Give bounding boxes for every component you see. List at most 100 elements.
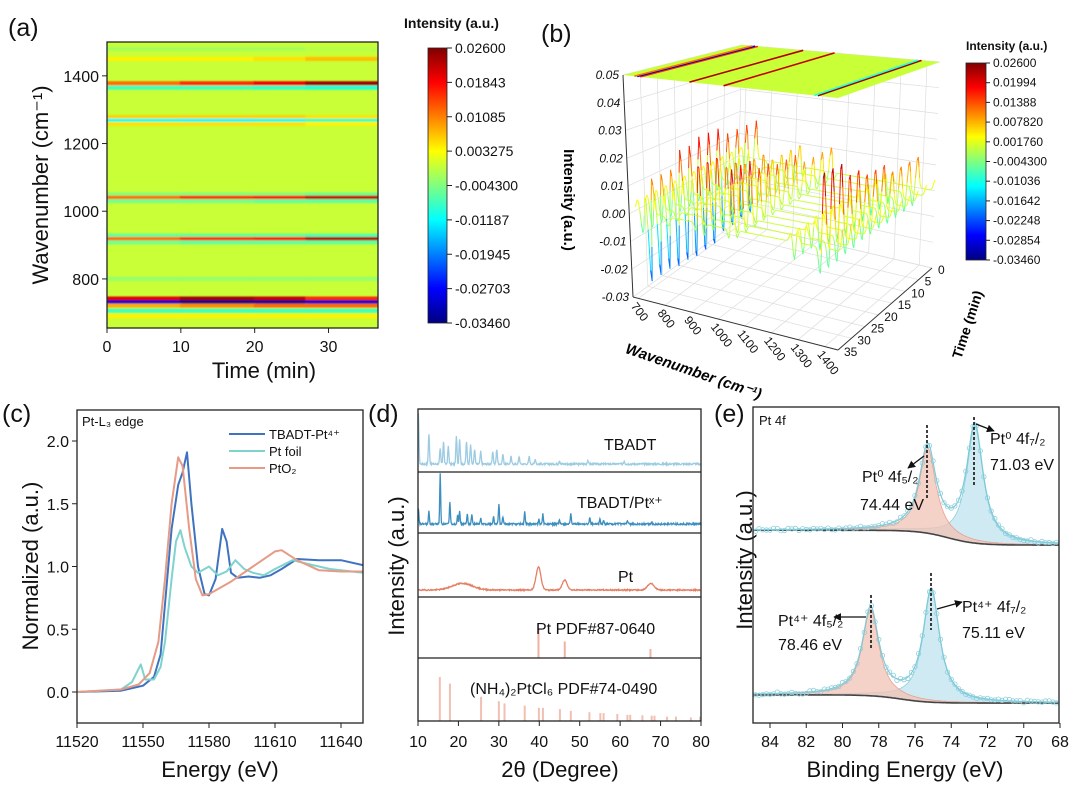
b-trace-segment — [656, 213, 659, 216]
b-trace-segment — [761, 201, 764, 218]
e-data-point — [1021, 537, 1027, 544]
b-trace-segment — [799, 238, 802, 242]
b-trace-segment — [854, 202, 857, 234]
b-trace-segment — [666, 218, 670, 259]
heatmap-band-cell — [107, 233, 182, 238]
heatmap-band-cell — [305, 296, 378, 301]
b-trace-segment — [839, 229, 842, 232]
b-trace-segment — [868, 222, 871, 232]
b-trace-segment — [785, 159, 788, 170]
heatmap-band-cell — [253, 303, 308, 308]
b-colorbar-title: Intensity (a.u.) — [966, 39, 1047, 53]
b-trace-segment — [683, 193, 686, 199]
e-data-point — [1050, 540, 1056, 546]
b-trace-segment — [858, 194, 861, 201]
heatmap-band-cell — [305, 81, 378, 86]
b-trace-segment — [665, 220, 668, 225]
b-trace-segment — [707, 132, 710, 145]
b-trace-segment — [886, 182, 888, 197]
e-data-point — [807, 688, 813, 694]
e-data-point — [778, 528, 784, 534]
b-trace-segment — [872, 173, 876, 197]
heatmap-band-cell — [253, 233, 308, 238]
b-trace-segment — [809, 180, 812, 190]
b-trace-segment — [743, 164, 745, 183]
a-colorbar-label: 0.003275 — [455, 143, 514, 159]
heatmap-band-cell — [179, 233, 256, 238]
a-x-tick-label: 0 — [103, 339, 112, 356]
b-trace-segment — [727, 133, 730, 143]
b-trace-segment — [688, 145, 691, 157]
b-trace-segment — [892, 171, 894, 182]
b-trace-segment — [711, 219, 714, 231]
b-trace-segment — [791, 185, 794, 199]
b-trace-segment — [651, 224, 654, 228]
b-trace-segment — [804, 225, 807, 234]
b-x-tick-label: 1000 — [708, 320, 736, 350]
b-trace-segment — [872, 224, 875, 228]
b-trace-segment — [874, 208, 877, 212]
e-data-point — [999, 697, 1005, 704]
b-trace-segment — [798, 233, 801, 239]
b-trace-segment — [740, 165, 743, 180]
b-trace-segment — [794, 175, 797, 180]
heatmap-band-cell — [179, 192, 256, 197]
a-colorbar-label: -0.01187 — [455, 212, 509, 228]
b-trace-segment — [759, 190, 762, 197]
b-trace-segment — [665, 185, 668, 188]
e-data-point — [905, 508, 911, 514]
b-trace-segment — [744, 172, 746, 175]
e-data-point — [959, 688, 965, 695]
d-pattern-label: TBADT — [604, 437, 657, 454]
heatmap-band-cell — [179, 121, 256, 126]
b-trace-segment — [661, 180, 665, 196]
b-x-tick-label: 1200 — [761, 334, 789, 364]
e-data-point — [901, 676, 907, 683]
b-trace-segment — [697, 198, 700, 201]
b-trace-segment — [729, 215, 731, 236]
e-data-point — [821, 686, 828, 692]
b-trace-segment — [729, 158, 731, 170]
b-trace-segment — [812, 156, 815, 165]
b-trace-segment — [833, 239, 836, 248]
b-trace-segment — [830, 173, 833, 210]
e-peak-label: Pt⁴⁺ 4f₅/₂ — [778, 613, 843, 630]
b-projection-stripe — [814, 59, 919, 97]
b-colorbar-label: -0.01036 — [993, 174, 1041, 188]
b-trace-segment — [880, 219, 883, 223]
b-x-tick-label: 1300 — [788, 341, 816, 371]
e-data-point — [915, 480, 922, 486]
b-trace-segment — [806, 227, 809, 234]
e-data-point — [988, 697, 994, 703]
b-trace-segment — [644, 197, 647, 200]
b-trace-segment — [682, 207, 685, 211]
heatmap-band-cell — [107, 296, 182, 301]
b-trace-segment — [781, 155, 784, 171]
b-trace-segment — [814, 220, 817, 224]
b-trace-segment — [691, 200, 693, 203]
e-data-point — [973, 695, 980, 702]
b-trace-segment — [788, 150, 791, 163]
b-trace-segment — [847, 179, 850, 208]
b-trace-segment — [725, 229, 728, 234]
c-x-tick-label: 11550 — [121, 734, 164, 751]
b-trace-segment — [864, 229, 867, 234]
b-trace-segment — [758, 167, 761, 179]
b-trace-segment — [752, 203, 755, 224]
b-trace-segment — [802, 246, 805, 255]
b-trace-segment — [792, 165, 795, 168]
heatmap-band-cell — [305, 276, 378, 281]
e-data-point — [919, 460, 925, 466]
b-trace-segment — [792, 165, 795, 186]
a-colorbar-label: -0.01945 — [455, 246, 510, 262]
b-grid-line — [824, 264, 920, 347]
b-trace-segment — [765, 161, 768, 165]
b-trace-segment — [693, 170, 696, 174]
b-trace-segment — [750, 174, 753, 204]
b-trace-segment — [749, 201, 752, 206]
b-trace-segment — [891, 206, 894, 211]
b-trace-segment — [911, 190, 914, 194]
b-trace-segment — [777, 196, 780, 198]
b-trace-segment — [735, 163, 738, 185]
b-trace-segment — [817, 175, 821, 185]
